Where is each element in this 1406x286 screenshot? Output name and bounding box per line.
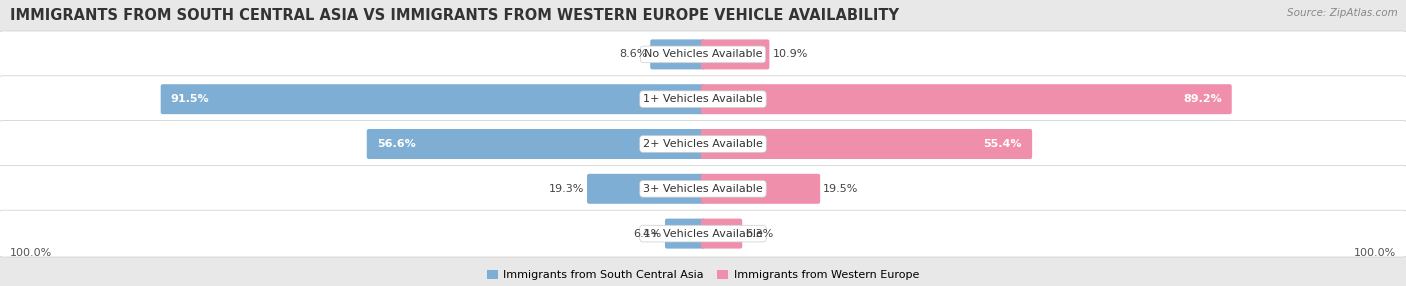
Text: 19.5%: 19.5% [823, 184, 859, 194]
FancyBboxPatch shape [702, 84, 1232, 114]
Text: 3+ Vehicles Available: 3+ Vehicles Available [643, 184, 763, 194]
Text: 10.9%: 10.9% [772, 49, 807, 59]
FancyBboxPatch shape [650, 39, 704, 69]
Text: No Vehicles Available: No Vehicles Available [644, 49, 762, 59]
Text: 2+ Vehicles Available: 2+ Vehicles Available [643, 139, 763, 149]
FancyBboxPatch shape [160, 84, 704, 114]
FancyBboxPatch shape [665, 219, 704, 249]
FancyBboxPatch shape [0, 76, 1406, 123]
FancyBboxPatch shape [702, 219, 742, 249]
Text: Source: ZipAtlas.com: Source: ZipAtlas.com [1288, 8, 1398, 18]
FancyBboxPatch shape [702, 129, 1032, 159]
FancyBboxPatch shape [702, 174, 820, 204]
FancyBboxPatch shape [0, 31, 1406, 78]
FancyBboxPatch shape [367, 129, 704, 159]
Text: 8.6%: 8.6% [619, 49, 647, 59]
Text: IMMIGRANTS FROM SOUTH CENTRAL ASIA VS IMMIGRANTS FROM WESTERN EUROPE VEHICLE AVA: IMMIGRANTS FROM SOUTH CENTRAL ASIA VS IM… [10, 8, 898, 23]
Text: 4+ Vehicles Available: 4+ Vehicles Available [643, 229, 763, 239]
Text: 6.3%: 6.3% [745, 229, 773, 239]
FancyBboxPatch shape [588, 174, 704, 204]
Text: 100.0%: 100.0% [1354, 248, 1396, 258]
Text: 100.0%: 100.0% [10, 248, 52, 258]
Text: 91.5%: 91.5% [170, 94, 209, 104]
Text: 55.4%: 55.4% [984, 139, 1022, 149]
Text: 89.2%: 89.2% [1182, 94, 1222, 104]
Text: 56.6%: 56.6% [377, 139, 416, 149]
FancyBboxPatch shape [702, 39, 769, 69]
Text: 19.3%: 19.3% [548, 184, 583, 194]
FancyBboxPatch shape [0, 165, 1406, 212]
Text: 1+ Vehicles Available: 1+ Vehicles Available [643, 94, 763, 104]
Legend: Immigrants from South Central Asia, Immigrants from Western Europe: Immigrants from South Central Asia, Immi… [486, 270, 920, 281]
FancyBboxPatch shape [0, 210, 1406, 257]
Text: 6.1%: 6.1% [634, 229, 662, 239]
FancyBboxPatch shape [0, 121, 1406, 167]
